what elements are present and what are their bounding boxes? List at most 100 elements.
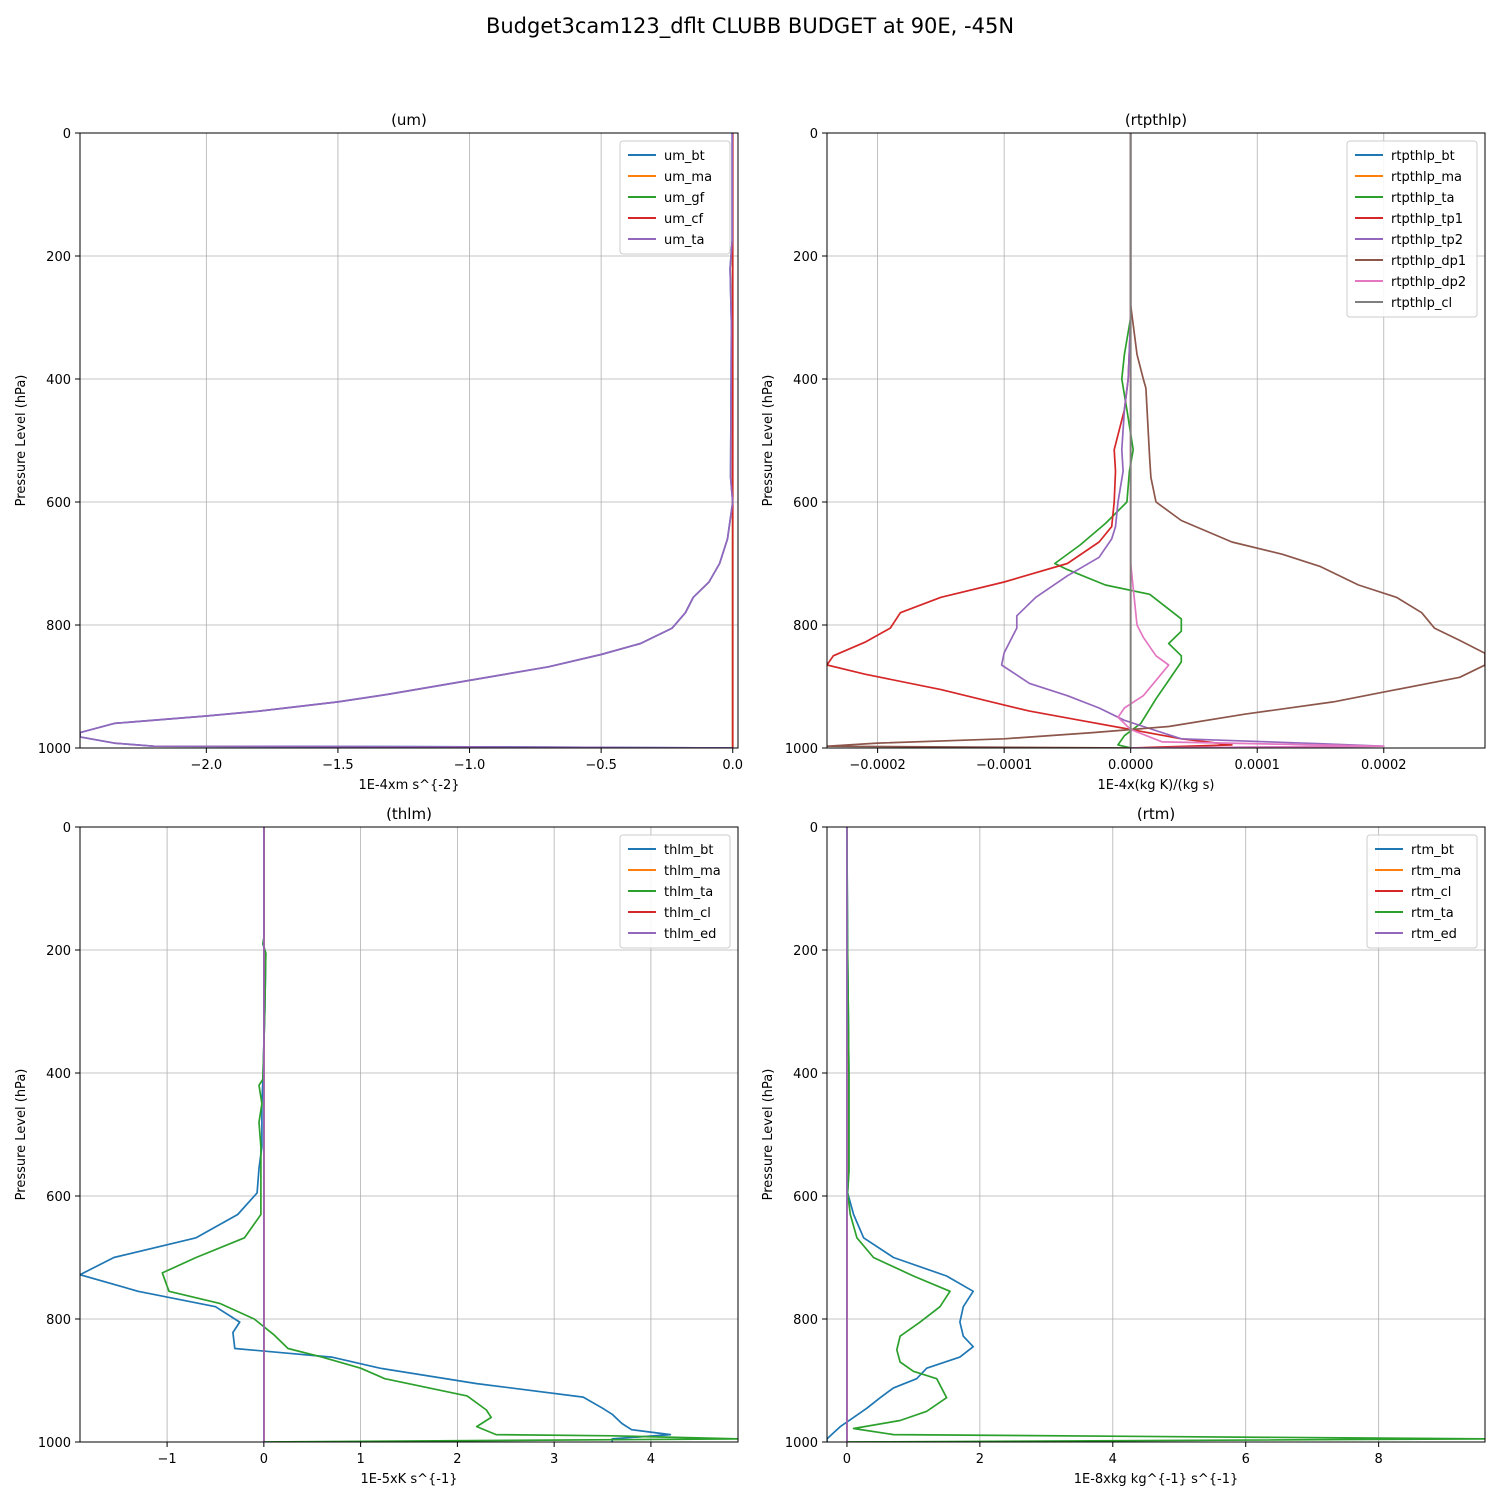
x-axis-label: 1E-8xkg kg^{-1} s^{-1} <box>1074 1472 1239 1487</box>
y-tick-label: 800 <box>793 619 818 634</box>
x-tick-label: −1.0 <box>454 758 486 773</box>
axes-frame <box>79 132 739 749</box>
legend-entry: rtpthlp_tp2 <box>1391 233 1463 248</box>
series-line-rtpthlp_ta <box>1053 133 1183 748</box>
x-tick-label: −0.0002 <box>849 758 905 773</box>
legend-box <box>1346 140 1478 318</box>
y-tick-label: 400 <box>793 1067 818 1082</box>
y-tick-label: 600 <box>46 496 71 511</box>
legend-box <box>619 140 731 255</box>
legend-entry: rtm_ta <box>1411 906 1454 921</box>
legend-entry: thlm_bt <box>664 843 713 858</box>
legend-entry: rtpthlp_dp1 <box>1391 254 1466 269</box>
subplot-title: (thlm) <box>386 805 432 823</box>
subplot-title: (rtm) <box>1137 805 1175 823</box>
y-tick-label: 200 <box>46 944 71 959</box>
y-tick-label: 200 <box>793 250 818 265</box>
y-tick-label: 0 <box>810 127 818 142</box>
x-tick-label: 4 <box>647 1452 655 1467</box>
figure-suptitle: Budget3cam123_dflt CLUBB BUDGET at 90E, … <box>485 14 1015 38</box>
y-tick-label: 1000 <box>785 742 818 757</box>
legend-entry: rtm_ma <box>1411 864 1461 879</box>
x-tick-label: −0.5 <box>585 758 617 773</box>
series-line-thlm_ta <box>161 827 738 1442</box>
x-tick-label: −0.0001 <box>976 758 1032 773</box>
x-axis-label: 1E-4x(kg K)/(kg s) <box>1098 778 1215 793</box>
y-tick-label: 200 <box>793 944 818 959</box>
legend: thlm_bt thlm_ma thlm_ta thlm_cl thlm_ed <box>619 834 731 949</box>
legend-entry: rtpthlp_ma <box>1391 170 1462 185</box>
legend-entry: um_ma <box>664 170 712 185</box>
legend: um_bt um_ma um_gf um_cf um_ta <box>619 140 731 255</box>
legend-entry: rtm_bt <box>1411 843 1454 858</box>
legend-entry: thlm_ed <box>664 927 716 942</box>
legend-entry: um_cf <box>664 212 704 227</box>
x-tick-label: 8 <box>1375 1452 1383 1467</box>
legend-entry: rtpthlp_cl <box>1391 296 1452 311</box>
y-tick-label: 800 <box>46 619 71 634</box>
y-tick-label: 0 <box>810 821 818 836</box>
legend-entry: rtpthlp_tp1 <box>1391 212 1463 227</box>
y-tick-label: 600 <box>793 1190 818 1205</box>
series-line-rtpthlp_tp1 <box>827 133 1233 748</box>
legend-entry: thlm_cl <box>664 906 711 921</box>
y-tick-label: 600 <box>793 496 818 511</box>
y-tick-label: 0 <box>63 127 71 142</box>
series-line-rtm_ta <box>846 827 1485 1442</box>
y-tick-label: 600 <box>46 1190 71 1205</box>
subplot-2: −0.0002 −0.0001 0.0000 0.0001 0.0002 0 200 400 6… <box>761 111 1486 793</box>
axes-frame <box>826 826 1486 1443</box>
legend-entry: rtpthlp_ta <box>1391 191 1454 206</box>
legend-entry: um_gf <box>664 191 705 206</box>
x-tick-label: 0.0002 <box>1361 758 1407 773</box>
legend-entry: rtpthlp_bt <box>1391 149 1455 164</box>
y-tick-label: 1000 <box>38 742 71 757</box>
x-tick-label: 0 <box>843 1452 851 1467</box>
legend-box <box>619 834 731 949</box>
x-axis-label: 1E-5xK s^{-1} <box>361 1472 458 1487</box>
x-tick-label: 1 <box>356 1452 364 1467</box>
legend-entry: rtm_ed <box>1411 927 1457 942</box>
legend: rtm_bt rtm_ma rtm_cl rtm_ta rtm_ed <box>1366 834 1478 949</box>
y-tick-label: 400 <box>46 373 71 388</box>
series-line-rtpthlp_dp1 <box>827 133 1485 748</box>
y-axis-label: Pressure Level (hPa) <box>761 1069 776 1201</box>
y-tick-label: 200 <box>46 250 71 265</box>
y-tick-label: 1000 <box>785 1436 818 1451</box>
legend-entry: rtpthlp_dp2 <box>1391 275 1466 290</box>
series-line-rtpthlp_dp2 <box>1117 372 1385 748</box>
legend-entry: rtm_cl <box>1411 885 1451 900</box>
subplot-title: (rtpthlp) <box>1125 111 1187 129</box>
x-tick-label: −2.0 <box>191 758 223 773</box>
x-axis-label: 1E-4xm s^{-2} <box>358 778 459 793</box>
legend-box <box>1366 834 1478 949</box>
legend-entry: thlm_ma <box>664 864 721 879</box>
subplot-4: 0 2 4 6 8 0 200 400 600 800 1000 (rtm) 1E-8xkg kg^{-… <box>761 805 1486 1487</box>
x-tick-label: −1 <box>158 1452 177 1467</box>
x-tick-label: 0.0000 <box>1108 758 1154 773</box>
axes-frame <box>826 132 1486 749</box>
y-axis-label: Pressure Level (hPa) <box>761 375 776 507</box>
subplot-title: (um) <box>391 111 427 129</box>
x-tick-label: 3 <box>550 1452 558 1467</box>
legend-entry: um_ta <box>664 233 704 248</box>
x-tick-label: 2 <box>453 1452 461 1467</box>
x-tick-label: 0.0 <box>722 758 743 773</box>
subplot-1: −2.0 −1.5 −1.0 −0.5 0.0 0 200 400 600 800 1000 (um)… <box>14 111 743 793</box>
y-tick-label: 400 <box>793 373 818 388</box>
y-tick-label: 800 <box>46 1313 71 1328</box>
x-tick-label: −1.5 <box>322 758 354 773</box>
x-tick-label: 2 <box>976 1452 984 1467</box>
series-line-um_ta <box>80 133 734 748</box>
x-tick-label: 0 <box>260 1452 268 1467</box>
subplot-3: −1 0 1 2 3 4 0 200 400 600 800 1000 (thlm) 1E-5xK s^{… <box>14 805 739 1487</box>
y-tick-label: 0 <box>63 821 71 836</box>
legend: rtpthlp_bt rtpthlp_ma rtpthlp_ta rtpthlp_tp… <box>1346 140 1478 318</box>
legend-entry: thlm_ta <box>664 885 713 900</box>
series-line-rtpthlp_tp2 <box>1000 133 1385 748</box>
x-tick-label: 4 <box>1109 1452 1117 1467</box>
x-tick-label: 6 <box>1242 1452 1250 1467</box>
legend-entry: um_bt <box>664 149 705 164</box>
